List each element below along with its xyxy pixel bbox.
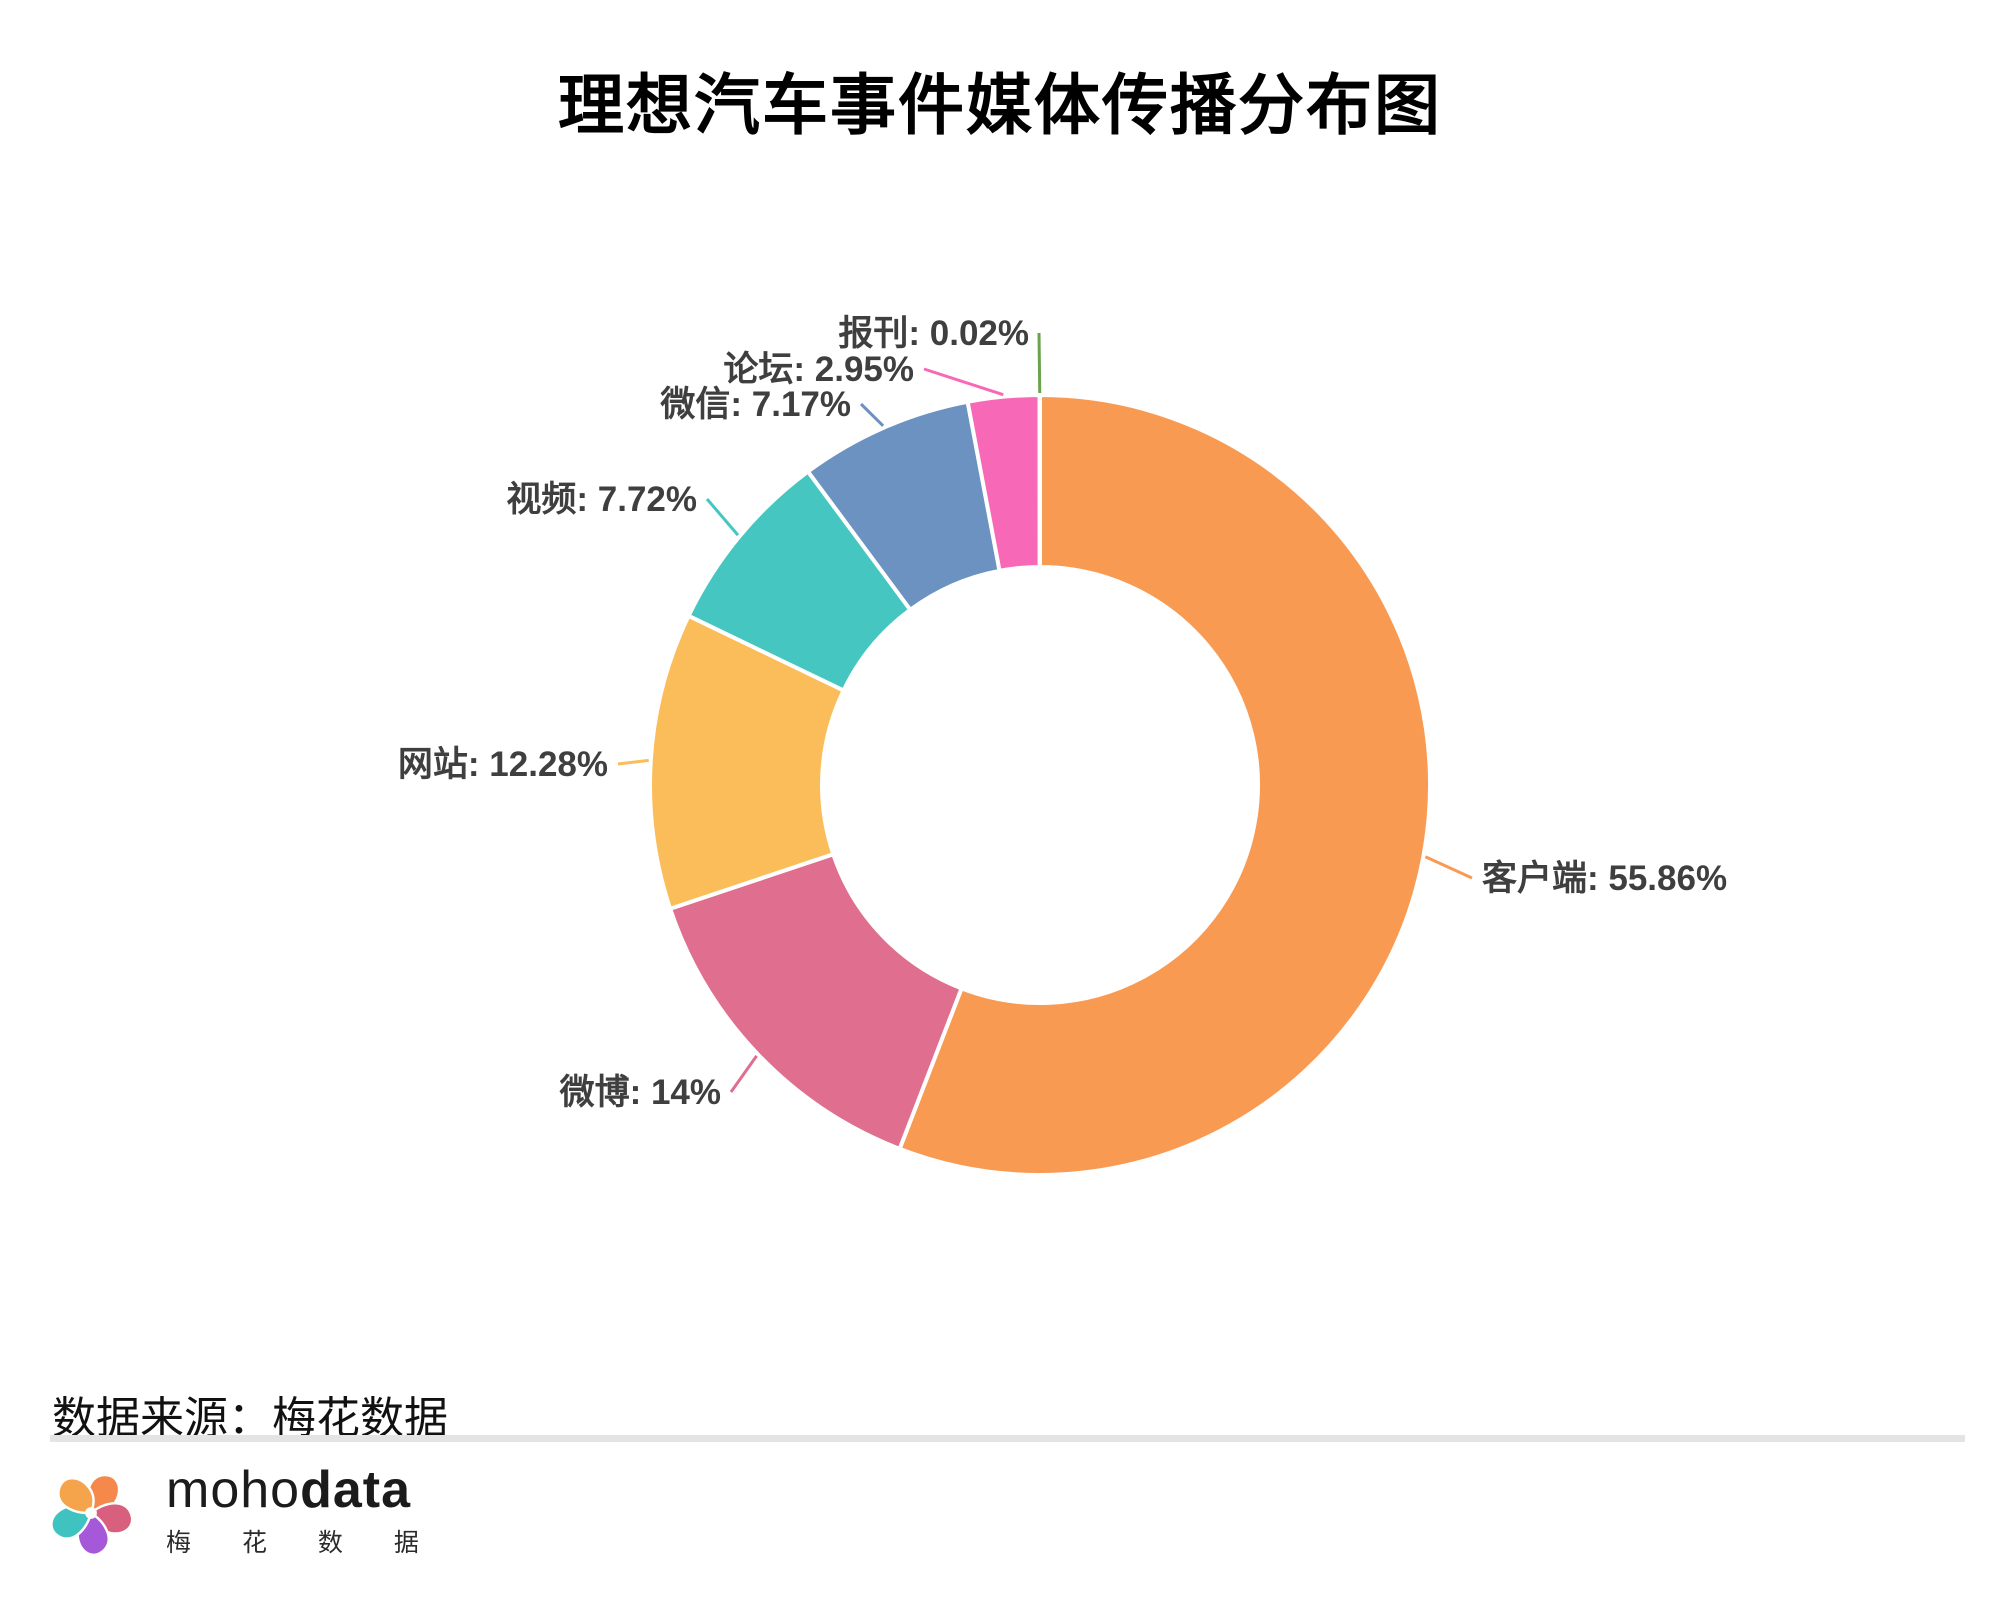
mohodata-logo: mohodata 梅 花 数 据 bbox=[42, 1462, 441, 1560]
pinwheel-petal-4 bbox=[57, 1476, 95, 1515]
pie-label-报刊: 报刊: 0.02% bbox=[838, 314, 1029, 353]
pie-slice-客户端[interactable] bbox=[897, 393, 1432, 1177]
pinwheel-center-dot bbox=[85, 1507, 97, 1519]
label-leader-客户端 bbox=[1424, 855, 1473, 880]
label-leader-网站 bbox=[617, 758, 649, 766]
label-leader-论坛 bbox=[923, 367, 1004, 397]
pie-label-客户端: 客户端: 55.86% bbox=[1482, 858, 1727, 898]
brand-bold: data bbox=[300, 1460, 411, 1519]
pie-slice-网站[interactable] bbox=[648, 613, 846, 911]
pie-label-视频: 视频: 7.72% bbox=[506, 480, 697, 519]
pie-label-网站: 网站: 12.28% bbox=[398, 745, 608, 784]
footer-divider bbox=[50, 1435, 1965, 1442]
pie-label-论坛: 论坛: 2.95% bbox=[723, 350, 914, 389]
label-leader-微信 bbox=[859, 402, 885, 427]
label-leader-报刊 bbox=[1037, 332, 1042, 394]
label-leader-微博 bbox=[729, 1054, 758, 1093]
pie-slice-微博[interactable] bbox=[668, 852, 964, 1151]
pie-label-微信: 微信: 7.17% bbox=[659, 385, 851, 424]
chart-title: 理想汽车事件媒体传播分布图 bbox=[558, 68, 1442, 142]
pie-label-微博: 微博: 14% bbox=[559, 1073, 721, 1112]
data-source-text: 数据来源：梅花数据 bbox=[52, 1394, 448, 1443]
pinwheel-logo-icon bbox=[50, 1473, 134, 1556]
brand-chinese: 梅 花 数 据 bbox=[166, 1529, 441, 1558]
label-leader-视频 bbox=[705, 498, 740, 537]
brand-regular: moho bbox=[166, 1460, 301, 1519]
brand-name: mohodata bbox=[166, 1460, 441, 1519]
